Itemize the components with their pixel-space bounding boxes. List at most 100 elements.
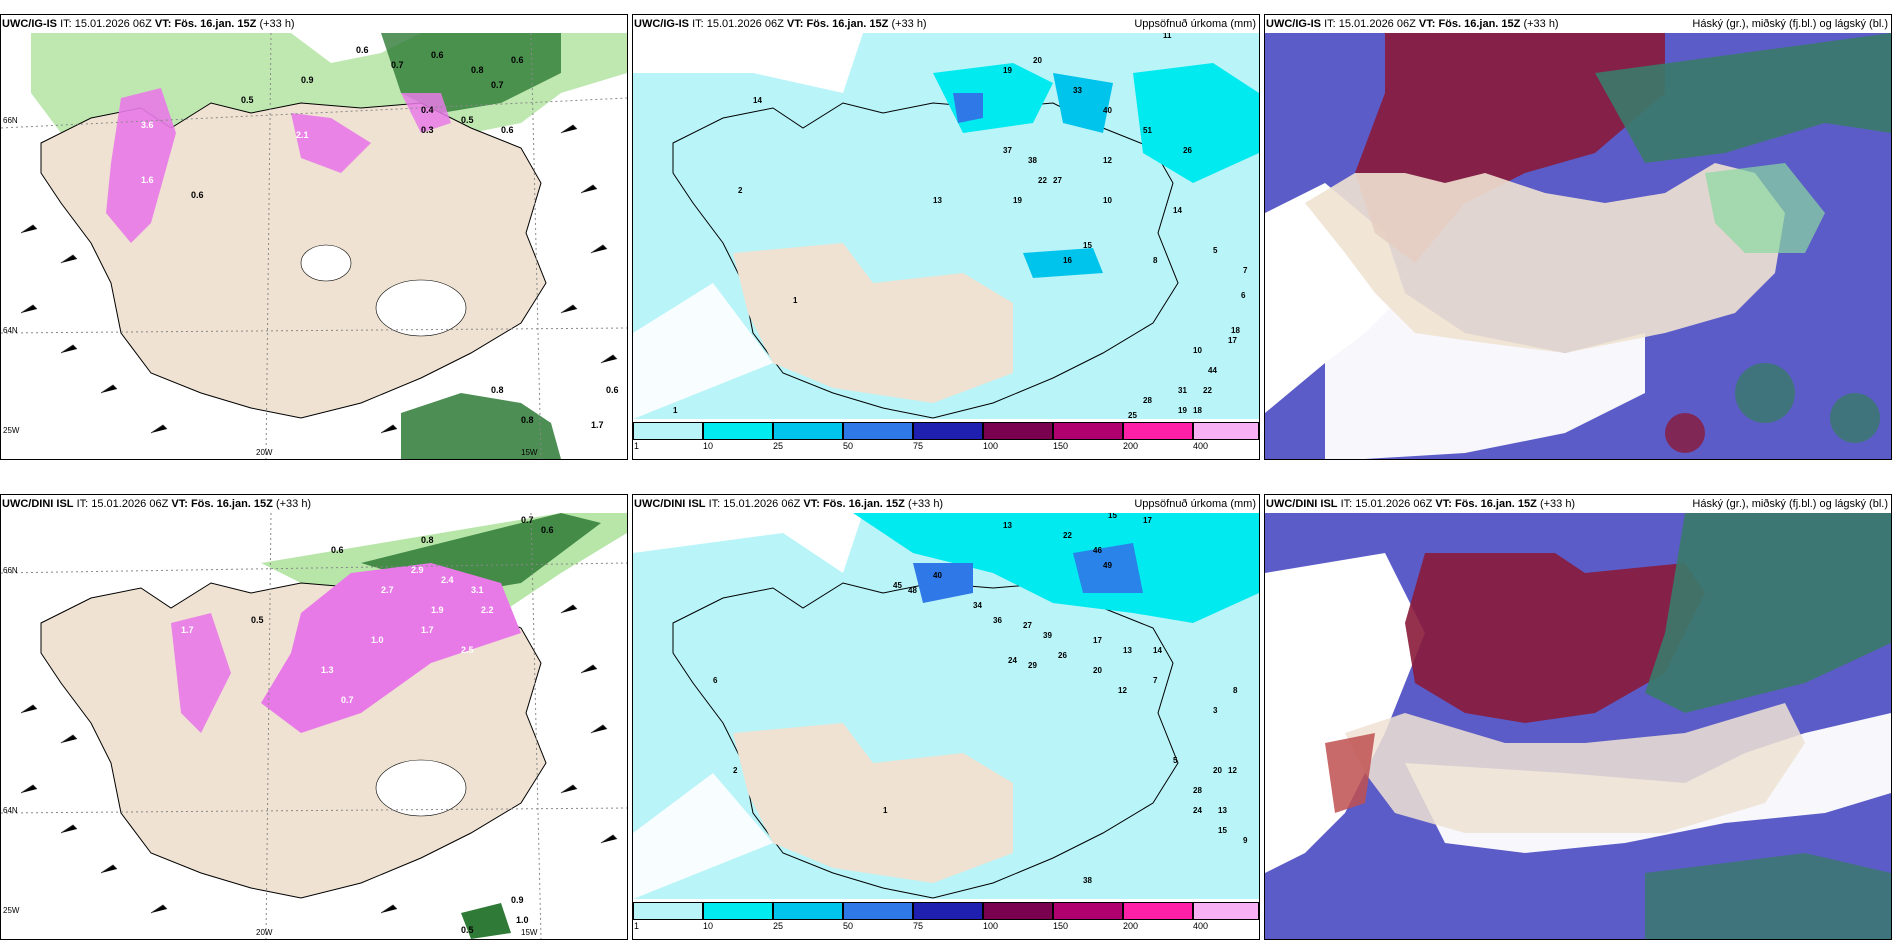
- precip-map: 11 19 20 14 33 40 51 26 12 37 38 27 19 2…: [633, 33, 1259, 419]
- grid-lines: [1, 33, 627, 459]
- value-label: 1: [793, 296, 798, 305]
- high-cloud-2: [1325, 733, 1375, 813]
- value-label: 45: [893, 581, 902, 590]
- value-label: 18: [1193, 406, 1202, 415]
- value-label: 2: [738, 186, 743, 195]
- value-label: 10: [1193, 346, 1202, 355]
- value-label: 19: [1178, 406, 1187, 415]
- panel-igis-precip: UWC/IG-IS IT: 15.01.2026 06Z VT: Fös. 16…: [632, 14, 1260, 460]
- value-label: 22: [1038, 176, 1047, 185]
- value-label: 13: [1003, 521, 1012, 530]
- model-name: UWC/IG-IS: [1266, 18, 1321, 30]
- value-label: 2.7: [381, 585, 394, 595]
- precip-cyan: [853, 513, 1259, 623]
- value-label: 0.8: [491, 385, 504, 395]
- panel-dini-snow: UWC/DINI ISL IT: 15.01.2026 06Z VT: Fös.…: [0, 494, 628, 940]
- precip-values: 15 17 13 22 46 49 45 48 40 34 36 27 39 2…: [713, 513, 1248, 885]
- colorbar-seg: [913, 902, 983, 920]
- value-label: 17: [1143, 516, 1152, 525]
- value-label: 38: [1028, 156, 1037, 165]
- panel-title: UWC/IG-IS IT: 15.01.2026 06Z VT: Fös. 16…: [1265, 15, 1891, 33]
- value-label: 5: [1213, 246, 1218, 255]
- colorbar-seg: [843, 902, 913, 920]
- value-label: 0.8: [521, 415, 534, 425]
- value-label: 46: [1093, 546, 1102, 555]
- value-label: 0.6: [541, 525, 554, 535]
- value-label: 27: [1053, 176, 1062, 185]
- snow-area-magenta: [261, 563, 521, 733]
- value-label: 17: [1093, 636, 1102, 645]
- value-label: 15: [1108, 513, 1117, 520]
- value-label: 0.5: [251, 615, 264, 625]
- value-label: 2.1: [296, 130, 309, 140]
- value-label: 1.9: [431, 605, 444, 615]
- value-label: 13: [1218, 806, 1227, 815]
- value-label: 1: [883, 806, 888, 815]
- lon-label: 20W: [256, 928, 273, 937]
- value-label: 0.9: [511, 895, 524, 905]
- precip-blue: [913, 563, 973, 603]
- field-title: Uppsöfnuð úrkoma (mm): [1134, 18, 1256, 30]
- value-label: 8: [1153, 256, 1158, 265]
- colorbar-seg: [983, 422, 1053, 440]
- model-name: UWC/IG-IS: [2, 18, 57, 30]
- colorbar-seg: [1053, 902, 1123, 920]
- land-no-precip: [733, 723, 1013, 883]
- field-title: Háský (gr.), miðský (fj.bl.) og lágský (…: [1692, 18, 1888, 30]
- panel-title: UWC/IG-IS IT: 15.01.2026 06Z VT: Fös. 16…: [1, 15, 627, 33]
- value-label: 0.8: [471, 65, 484, 75]
- value-label: 2: [733, 766, 738, 775]
- glacier-2: [375, 279, 467, 337]
- value-label: 37: [1003, 146, 1012, 155]
- value-label: 2.2: [481, 605, 494, 615]
- dry-area: [633, 773, 773, 899]
- lon-label: 15W: [521, 928, 538, 937]
- colorbar-tick: 25: [773, 441, 784, 451]
- value-label: 48: [908, 586, 917, 595]
- lon-label: 15W: [521, 448, 538, 457]
- value-label: 24: [1193, 806, 1202, 815]
- value-label: 40: [933, 571, 942, 580]
- field-title: Háský (gr.), miðský (fj.bl.) og lágský (…: [1692, 498, 1888, 510]
- cloud-cell: [1735, 363, 1795, 423]
- precip-colorbar: 1 10 25 50 75 100 150 200 400: [633, 419, 1259, 459]
- panel-igis-clouds: UWC/IG-IS IT: 15.01.2026 06Z VT: Fös. 16…: [1264, 14, 1892, 460]
- value-label: 19: [1013, 196, 1022, 205]
- value-label: 0.9: [301, 75, 314, 85]
- value-label: 38: [1083, 876, 1092, 885]
- value-label: 20: [1213, 766, 1222, 775]
- colorbar-tick: 200: [1123, 441, 1139, 451]
- land-no-precip: [733, 243, 1013, 403]
- value-label: 33: [1073, 86, 1082, 95]
- value-label: 13: [1123, 646, 1132, 655]
- snow-values: 0.6 0.7 0.6 0.5 0.8 0.6 0.7 0.9 0.4 0.5 …: [141, 45, 619, 430]
- colorbar-tick: 400: [1193, 921, 1209, 931]
- precip-blue-2: [1073, 543, 1143, 593]
- snow-values: 0.7 0.6 0.8 2.9 2.4 3.1 1.9 2.7 1.7 2.2 …: [181, 515, 554, 935]
- value-label: 12: [1118, 686, 1127, 695]
- clear-sky: [1265, 553, 1425, 873]
- iceland-land: [40, 102, 547, 419]
- colorbar-seg: [773, 422, 843, 440]
- value-label: 28: [1193, 786, 1202, 795]
- colorbar-seg: [633, 422, 703, 440]
- cloud-map: [1265, 513, 1891, 939]
- value-label: 0.5: [461, 925, 474, 935]
- value-label: 39: [1043, 631, 1052, 640]
- colorbar-seg: [983, 902, 1053, 920]
- clear-sky-2: [1325, 293, 1645, 459]
- value-label: 3: [1213, 706, 1218, 715]
- colorbar-tick: 150: [1053, 921, 1069, 931]
- colorbar-seg: [633, 902, 703, 920]
- value-label: 14: [753, 96, 762, 105]
- lon-label: 20W: [256, 448, 273, 457]
- value-label: 0.5: [241, 95, 254, 105]
- value-label: 17: [1228, 336, 1237, 345]
- value-label: 1.7: [181, 625, 194, 635]
- value-label: 15: [1083, 241, 1092, 250]
- wind-barbs: [20, 604, 618, 914]
- value-label: 0.6: [606, 385, 619, 395]
- value-label: 0.6: [331, 545, 344, 555]
- value-label: 12: [1103, 156, 1112, 165]
- colorbar-seg: [703, 902, 773, 920]
